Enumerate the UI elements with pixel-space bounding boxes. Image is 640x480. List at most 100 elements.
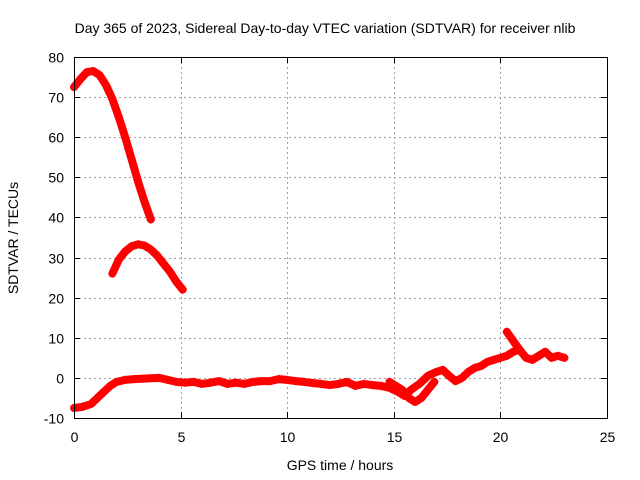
data-point — [342, 377, 351, 386]
x-tick-label: 5 — [178, 429, 186, 445]
data-point — [317, 379, 326, 388]
data-point — [129, 375, 138, 384]
x-tick-label: 15 — [387, 429, 403, 445]
data-point — [121, 247, 130, 256]
data-point — [509, 347, 518, 356]
data-point — [214, 377, 223, 386]
data-point — [385, 377, 394, 386]
data-point — [249, 377, 258, 386]
y-tick-label: 0 — [56, 371, 64, 387]
data-point — [95, 71, 104, 80]
data-point — [534, 351, 543, 360]
data-point — [172, 277, 181, 286]
data-point — [511, 339, 520, 348]
data-point — [140, 197, 149, 206]
data-point — [325, 381, 334, 390]
y-tick-label: 80 — [48, 50, 64, 66]
data-point — [334, 379, 343, 388]
y-tick-label: 70 — [48, 90, 64, 106]
data-point — [146, 374, 155, 383]
data-point — [82, 68, 91, 77]
y-tick-label: -10 — [44, 411, 64, 427]
data-point — [507, 333, 516, 342]
data-point — [153, 251, 162, 260]
y-tick-label: 10 — [48, 331, 64, 347]
data-point — [114, 255, 123, 264]
data-point — [108, 95, 117, 104]
data-point — [127, 155, 136, 164]
data-point — [89, 67, 98, 76]
data-point — [93, 393, 102, 402]
data-point — [377, 381, 386, 390]
x-tick-label: 20 — [493, 429, 509, 445]
data-point — [553, 351, 562, 360]
data-point — [490, 355, 499, 364]
data-point — [138, 374, 147, 383]
data-point — [351, 381, 360, 390]
data-point — [541, 347, 550, 356]
data-point — [359, 379, 368, 388]
data-point — [502, 351, 511, 360]
data-point — [101, 81, 110, 90]
y-axis-label: SDTVAR / TECUs — [5, 182, 21, 294]
data-point — [515, 345, 524, 354]
data-point — [223, 379, 232, 388]
data-point — [432, 367, 441, 376]
data-point — [470, 363, 479, 372]
data-point — [477, 361, 486, 370]
data-point — [423, 385, 432, 394]
data-point — [438, 365, 447, 374]
data-point — [458, 373, 467, 382]
data-point — [197, 379, 206, 388]
data-point — [133, 177, 142, 186]
data-point — [121, 375, 130, 384]
data-point — [133, 240, 142, 249]
data-point — [391, 381, 400, 390]
data-point — [430, 377, 439, 386]
data-point — [240, 379, 249, 388]
data-point — [189, 377, 198, 386]
data-point — [528, 355, 537, 364]
axis-ticks — [74, 57, 608, 419]
data-point — [560, 353, 569, 362]
data-point — [108, 269, 117, 278]
data-point — [300, 377, 309, 386]
plot-frame — [74, 57, 608, 419]
data-point — [232, 378, 241, 387]
y-tick-label: 30 — [48, 251, 64, 267]
data-point — [163, 375, 172, 384]
data-point — [178, 285, 187, 294]
data-point — [180, 378, 189, 387]
y-tick-labels: -10 0 10 20 30 40 50 60 70 80 — [44, 50, 64, 427]
data-point — [159, 259, 168, 268]
data-point — [146, 215, 155, 224]
x-tick-label: 25 — [600, 429, 616, 445]
data-point — [99, 387, 108, 396]
data-point — [404, 393, 413, 402]
data-point — [423, 371, 432, 380]
series-arc-1 — [70, 67, 155, 224]
data-point — [172, 377, 181, 386]
data-series — [70, 67, 569, 412]
chart-title: Day 365 of 2023, Sidereal Day-to-day VTE… — [75, 20, 576, 36]
series-arc-5 — [502, 327, 524, 354]
data-point — [411, 397, 420, 406]
data-point — [112, 377, 121, 386]
data-point — [266, 377, 275, 386]
data-point — [106, 381, 115, 390]
data-point — [87, 399, 96, 408]
x-axis-label: GPS time / hours — [287, 457, 394, 473]
data-point — [121, 133, 130, 142]
y-tick-label: 40 — [48, 210, 64, 226]
data-point — [398, 385, 407, 394]
data-point — [78, 402, 87, 411]
data-point — [368, 381, 377, 390]
data-point — [406, 385, 415, 394]
series-arc-2 — [108, 240, 187, 294]
x-tick-label: 0 — [71, 429, 79, 445]
data-point — [445, 371, 454, 380]
data-point — [521, 353, 530, 362]
data-point — [451, 377, 460, 386]
data-point — [274, 375, 283, 384]
